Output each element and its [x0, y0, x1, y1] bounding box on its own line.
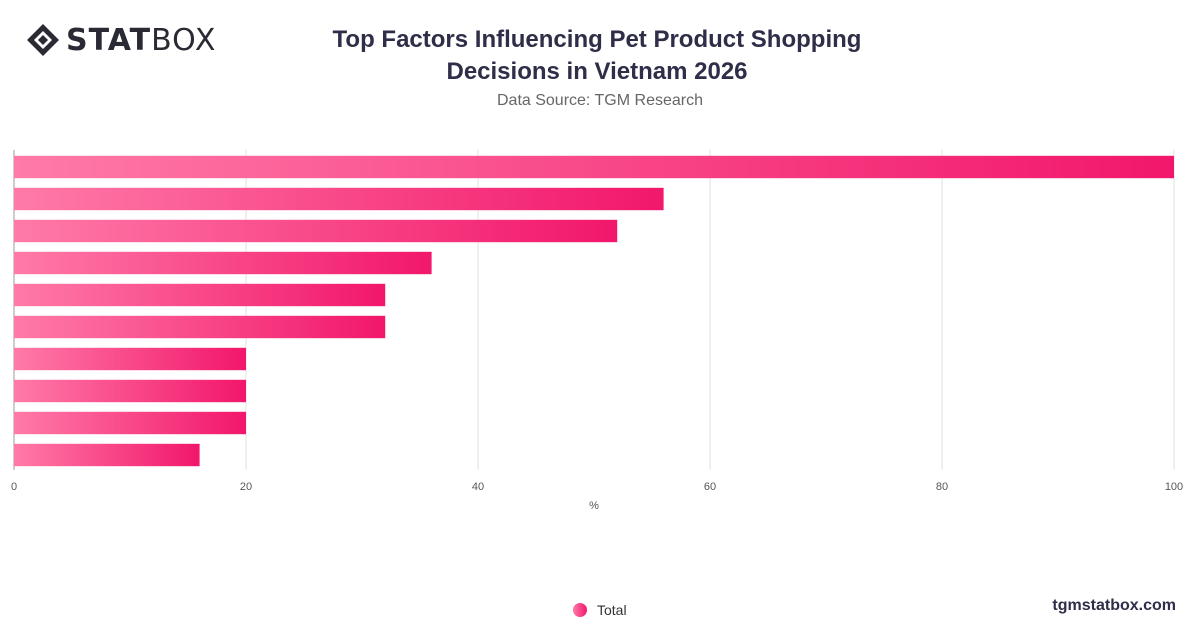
- statbox-logo: STAT BOX: [26, 22, 216, 58]
- x-tick-label: 40: [472, 481, 484, 493]
- legend-label: Total: [597, 602, 627, 618]
- bar[interactable]: [14, 379, 246, 403]
- legend[interactable]: Total: [573, 602, 627, 618]
- bar-chart: 0 20 40 60 80 100 %: [11, 150, 1183, 512]
- x-tick-label: 100: [1165, 481, 1183, 493]
- x-tick-label: 0: [11, 481, 17, 493]
- brand-url: tgmstatbox.com: [1052, 597, 1176, 614]
- legend-marker: [573, 603, 587, 617]
- grid-lines: [13, 150, 1175, 470]
- bar[interactable]: [14, 411, 246, 435]
- statbox-diamond-icon: [27, 24, 59, 56]
- bar[interactable]: [14, 443, 200, 467]
- bar[interactable]: [14, 219, 618, 243]
- bar[interactable]: [14, 347, 246, 371]
- bar[interactable]: [14, 283, 386, 307]
- logo-text-stat: STAT: [66, 22, 152, 58]
- bar[interactable]: [14, 187, 664, 211]
- x-axis-ticks: 0 20 40 60 80 100: [11, 481, 1183, 493]
- chart-title: Top Factors Influencing Pet Product Shop…: [332, 26, 862, 85]
- bar[interactable]: [14, 155, 1174, 179]
- bar[interactable]: [14, 251, 432, 275]
- bars: [14, 155, 1174, 467]
- chart-subtitle: Data Source: TGM Research: [496, 92, 703, 109]
- x-tick-label: 20: [240, 481, 252, 493]
- x-axis-label: %: [589, 500, 599, 512]
- x-tick-label: 60: [704, 481, 716, 493]
- logo-text-box: BOX: [151, 22, 217, 58]
- x-tick-label: 80: [936, 481, 948, 493]
- bar[interactable]: [14, 315, 386, 339]
